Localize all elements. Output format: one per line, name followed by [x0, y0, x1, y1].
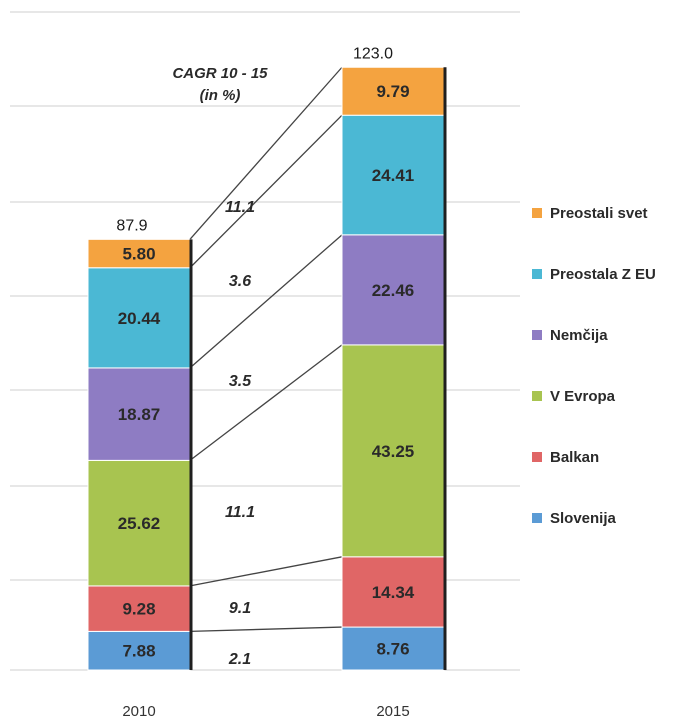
x-tick-label-2015: 2015	[376, 703, 409, 720]
segment-label-balkan-2015: 14.34	[372, 583, 415, 602]
x-tick-label-2010: 2010	[122, 703, 155, 720]
segment-label-balkan-2010: 9.28	[122, 600, 155, 619]
segment-label-nemcija-2010: 18.87	[118, 405, 161, 424]
segment-label-nemcija-2015: 22.46	[372, 281, 415, 300]
legend-swatch-preostali-svet	[532, 208, 542, 218]
segment-label-preostali-svet-2015: 9.79	[376, 82, 409, 101]
legend-swatch-slovenija	[532, 513, 542, 523]
legend-label-v-evropa: V Evropa	[550, 388, 616, 405]
total-label-2010: 87.9	[116, 217, 147, 234]
legend-swatch-preostala-z-eu	[532, 269, 542, 279]
cagr-connector	[190, 235, 342, 368]
segment-label-v-evropa-2010: 25.62	[118, 514, 161, 533]
cagr-connectors	[190, 67, 342, 631]
segment-label-preostala-z-eu-2015: 24.41	[372, 166, 415, 185]
legend-swatch-nemcija	[532, 330, 542, 340]
cagr-connector	[190, 115, 342, 268]
segment-label-slovenija-2015: 8.76	[376, 640, 409, 659]
legend-swatch-v-evropa	[532, 391, 542, 401]
legend-label-balkan: Balkan	[550, 449, 599, 466]
cagr-value-nemcija: 3.5	[229, 373, 252, 390]
cagr-value-preostala-z-eu: 3.6	[229, 273, 251, 290]
legend-label-slovenija: Slovenija	[550, 510, 617, 527]
cagr-connector	[190, 627, 342, 631]
legend-label-preostala-z-eu: Preostala Z EU	[550, 266, 656, 283]
cagr-value-v-evropa: 11.1	[225, 504, 255, 521]
segment-label-slovenija-2010: 7.88	[122, 642, 155, 661]
cagr-title-line1: CAGR 10 - 15	[172, 65, 268, 82]
cagr-value-preostali-svet: 11.1	[225, 199, 255, 216]
x-axis: 2010 2015	[122, 703, 409, 720]
cagr-title-line2: (in %)	[200, 87, 241, 104]
total-label-2015: 123.0	[353, 45, 393, 62]
legend-swatch-balkan	[532, 452, 542, 462]
cagr-connector	[190, 345, 342, 460]
cagr-value-balkan: 9.1	[229, 600, 251, 617]
segment-label-v-evropa-2015: 43.25	[372, 442, 415, 461]
cagr-value-slovenija: 2.1	[228, 651, 251, 668]
cagr-connector	[190, 557, 342, 586]
segment-label-preostali-svet-2010: 5.80	[122, 245, 155, 264]
segment-label-preostala-z-eu-2010: 20.44	[118, 309, 161, 328]
legend-label-nemcija: Nemčija	[550, 327, 608, 344]
legend-label-preostali-svet: Preostali svet	[550, 205, 648, 222]
legend: Preostali svet Preostala Z EU Nemčija V Evr…	[532, 205, 656, 527]
